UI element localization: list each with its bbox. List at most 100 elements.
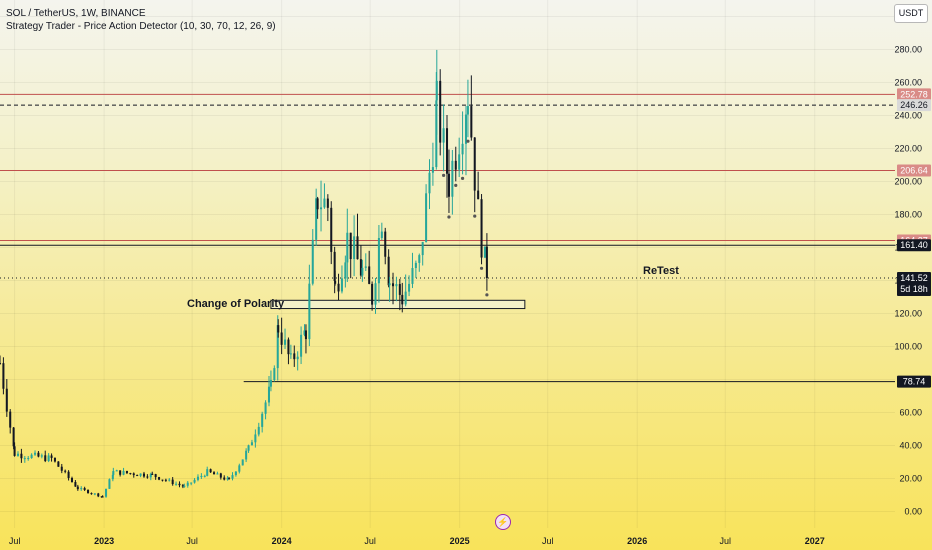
candle-body xyxy=(183,485,186,487)
candle-body xyxy=(136,475,139,477)
candle-body xyxy=(181,485,184,487)
candle-body xyxy=(146,476,149,478)
candle-body xyxy=(53,457,56,462)
candle-body xyxy=(461,143,464,155)
indicator-title[interactable]: Strategy Trader - Price Action Detector … xyxy=(6,21,276,32)
grid xyxy=(0,0,895,528)
lightning-icon[interactable]: ⚡ xyxy=(495,514,511,530)
legend: SOL / TetherUS, 1W, BINANCE Strategy Tra… xyxy=(6,7,276,33)
polarity-zone xyxy=(270,299,526,310)
polarity-zone-box xyxy=(270,299,526,310)
candle-body xyxy=(304,330,307,340)
candle-body xyxy=(142,473,145,477)
candle-body xyxy=(421,241,424,256)
signal-dot xyxy=(485,293,489,297)
candle-body xyxy=(257,426,260,435)
x-tick-label: Jul xyxy=(9,536,21,546)
signal-dot xyxy=(473,214,477,218)
candle-body xyxy=(308,283,311,340)
candle-body xyxy=(30,454,33,459)
candle-body xyxy=(293,353,296,360)
x-tick-label: Jul xyxy=(186,536,198,546)
y-tick-label: 0.00 xyxy=(904,507,922,517)
candle-body xyxy=(454,160,457,170)
signal-dots xyxy=(442,139,489,297)
candle-body xyxy=(171,479,174,485)
candle-body xyxy=(5,388,8,412)
y-tick-label: 100.00 xyxy=(894,342,922,352)
x-tick-label: Jul xyxy=(364,536,376,546)
candle-body xyxy=(395,284,398,287)
candle-body xyxy=(226,477,229,480)
signal-dot xyxy=(447,215,451,219)
y-tick-label: 40.00 xyxy=(899,441,922,451)
candle-body xyxy=(485,246,488,278)
candle-body xyxy=(57,461,60,467)
candle-body xyxy=(216,473,219,475)
candle-body xyxy=(158,477,161,480)
level-badge-bg xyxy=(897,239,931,252)
candle-body xyxy=(34,452,37,455)
candle-body xyxy=(234,471,237,476)
candle-body xyxy=(119,470,122,475)
candle-body xyxy=(361,267,364,276)
candle-body xyxy=(193,479,196,483)
retest-annotation: ReTest xyxy=(643,265,679,277)
y-tick-label: 220.00 xyxy=(894,144,922,154)
candle-body xyxy=(254,434,257,443)
candle-body xyxy=(47,455,50,462)
candle-body xyxy=(356,236,359,260)
candle-body xyxy=(349,232,352,260)
level-badge: 206.64 xyxy=(900,166,928,176)
currency-unit-button[interactable]: USDT xyxy=(894,4,928,23)
candle-body xyxy=(435,80,438,101)
candle-body xyxy=(125,470,128,474)
candle-body xyxy=(323,198,326,208)
candle-body xyxy=(132,473,135,476)
candle-body xyxy=(200,475,203,477)
candle-body xyxy=(388,283,391,286)
candle-body xyxy=(74,482,77,487)
candle-body xyxy=(464,114,468,144)
candle-body xyxy=(353,236,356,260)
candle-body xyxy=(101,496,104,498)
candle-body xyxy=(154,474,157,478)
candle-body xyxy=(451,160,454,197)
candle-body xyxy=(320,207,323,210)
candle-body xyxy=(206,469,209,476)
candle-body xyxy=(175,483,178,485)
candle-body xyxy=(13,446,16,456)
candle-body xyxy=(2,363,5,389)
candle-body xyxy=(398,284,401,295)
candle-body xyxy=(364,266,367,268)
level-badge: 246.26 xyxy=(900,100,928,110)
candle-body xyxy=(190,482,193,484)
candle-body xyxy=(67,471,70,478)
candle-body xyxy=(439,80,442,143)
level-badge-bg xyxy=(897,375,931,388)
candle-body xyxy=(111,474,114,480)
symbol-title[interactable]: SOL / TetherUS, 1W, BINANCE xyxy=(6,8,146,19)
candle-body xyxy=(473,137,476,191)
candle-body xyxy=(287,339,290,355)
candle-body xyxy=(303,330,306,335)
candle-body xyxy=(203,475,206,477)
candle-body xyxy=(245,450,248,460)
candle-body xyxy=(90,493,93,495)
y-tick-label: 240.00 xyxy=(894,111,922,121)
candle-body xyxy=(384,231,387,257)
candle-body xyxy=(311,239,314,284)
current-price-label: 141.52 xyxy=(900,273,928,283)
candle-body xyxy=(477,190,480,200)
candle-body xyxy=(284,339,287,345)
candle-body xyxy=(60,466,63,471)
candle-body xyxy=(276,325,279,369)
price-axis[interactable]: 0.0020.0040.0060.0080.00100.00120.00140.… xyxy=(894,0,932,550)
y-tick-label: 180.00 xyxy=(894,210,922,220)
candle-body xyxy=(337,283,340,292)
time-axis[interactable]: Jul 2023 Jul 2024 Jul 2025 Jul 2026 Jul 2027 xyxy=(9,536,825,546)
candle-body xyxy=(428,172,431,194)
candle-body xyxy=(164,479,167,481)
